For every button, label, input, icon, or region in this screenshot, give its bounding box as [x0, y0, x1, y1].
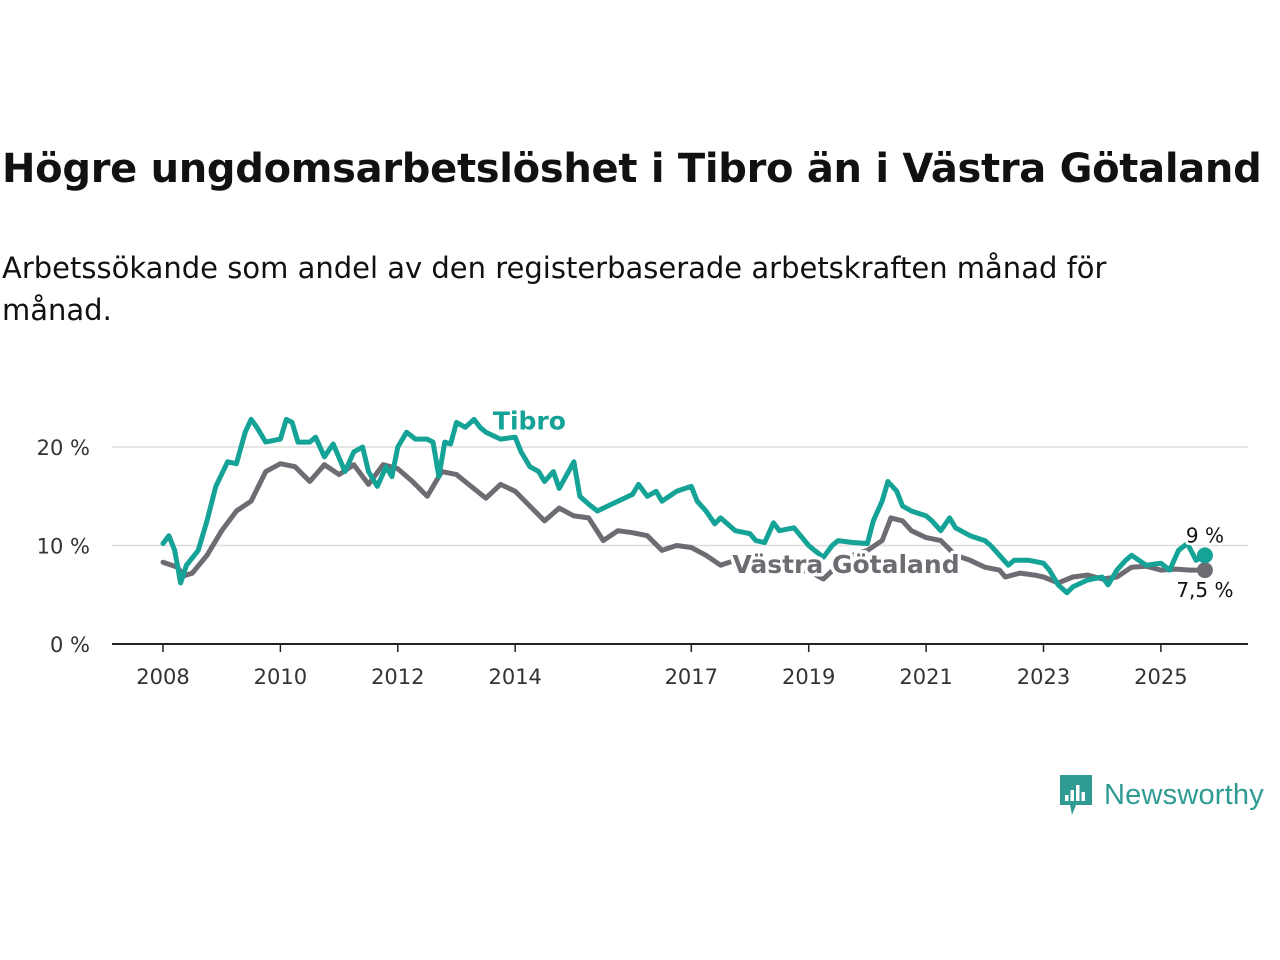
x-tick-label: 2025: [1134, 665, 1187, 689]
line-chart: 0 % 10 % 20 % 2008 2010 2012 2014 2017 2019 2021…: [37, 403, 1248, 689]
series-labels: Tibro Västra Götaland 9 % 7,5 %: [489, 403, 1236, 605]
chart-title: Högre ungdomsarbetslöshet i Tibro än i V…: [2, 146, 1262, 192]
y-tick-label: 20 %: [37, 436, 90, 460]
series-vastra-gotaland-end-point: [1196, 562, 1213, 579]
x-tick-label: 2021: [899, 665, 952, 689]
series-tibro-end-point: [1196, 547, 1213, 564]
y-tick-label: 0 %: [50, 633, 90, 657]
x-tick-label: 2008: [136, 665, 189, 689]
brand-logo: Newsworthy: [1058, 773, 1264, 817]
chart-subtitle: Arbetssökande som andel av den registerb…: [2, 251, 1107, 327]
x-tick-label: 2023: [1017, 665, 1070, 689]
x-tick-label: 2017: [665, 665, 718, 689]
vastra-gotaland-end-value-label: 7,5 %: [1176, 578, 1233, 602]
y-tick-label: 10 %: [37, 535, 90, 559]
newsworthy-logo-icon: [1060, 775, 1092, 815]
x-tick-label: 2010: [254, 665, 307, 689]
x-tick-label: 2014: [488, 665, 541, 689]
x-tick-label: 2012: [371, 665, 424, 689]
y-axis: 0 % 10 % 20 %: [37, 436, 90, 657]
tibro-end-value-label: 9 %: [1186, 523, 1224, 547]
x-tick-label: 2019: [782, 665, 835, 689]
series-vastra-gotaland-line: [160, 461, 1208, 586]
series-tibro-line: [160, 416, 1208, 596]
tibro-series-label: Tibro: [493, 406, 566, 435]
brand-name: Newsworthy: [1104, 778, 1264, 811]
vastra-gotaland-series-label: Västra Götaland: [732, 550, 959, 579]
series-group: [160, 416, 1213, 596]
x-axis: 2008 2010 2012 2014 2017 2019 2021 2023 2025: [112, 643, 1248, 689]
